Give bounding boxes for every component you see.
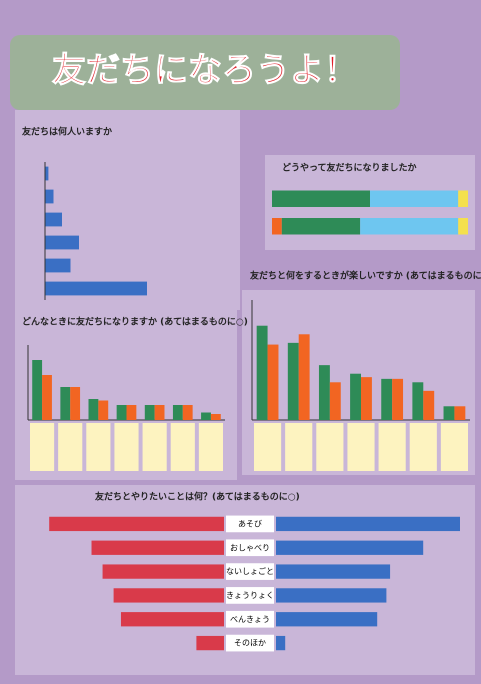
category-box: [226, 563, 274, 580]
category-label: あそび: [238, 519, 262, 528]
category-label: きょうりょく: [226, 591, 274, 600]
title-banner: [10, 35, 400, 110]
category-box: [254, 423, 282, 471]
bar: [276, 516, 460, 532]
bar: [60, 387, 71, 420]
category-box: [226, 587, 274, 604]
category-box: [440, 423, 468, 471]
category-box: [347, 423, 375, 471]
bar-segment: [458, 190, 468, 207]
bar: [196, 635, 224, 651]
category-box: [316, 423, 344, 471]
chart-title: どんなときに友だちになりますか (あてはまるものに○): [22, 316, 248, 328]
bar-segment: [272, 218, 282, 235]
category-box: [378, 423, 406, 471]
category-label: ないしょごと: [226, 566, 274, 576]
bar: [120, 612, 224, 627]
category-box: [58, 423, 83, 471]
bar: [88, 399, 99, 420]
category-box: [142, 423, 167, 471]
bar: [350, 373, 361, 420]
bar: [49, 516, 225, 532]
chart-title: 友だちは何人いますか: [22, 126, 112, 138]
bar: [45, 189, 54, 204]
bar: [210, 414, 221, 420]
category-box: [226, 634, 274, 652]
bar: [381, 378, 393, 420]
category-box: [409, 423, 437, 471]
category-label: おしゃべり: [230, 543, 270, 552]
bar: [276, 564, 391, 579]
bar: [329, 382, 341, 420]
bar: [267, 344, 279, 420]
bar: [154, 405, 165, 420]
bar: [276, 612, 378, 627]
bar: [276, 635, 286, 651]
bar: [298, 334, 310, 420]
bar: [70, 387, 81, 420]
bar: [454, 406, 466, 420]
bar: [361, 377, 372, 420]
bar: [45, 258, 71, 273]
bar: [32, 360, 43, 420]
bar: [45, 166, 49, 181]
category-box: [114, 423, 139, 471]
chart-title: どうやって友だちになりましたか: [282, 162, 417, 174]
bar-segment: [281, 218, 361, 235]
category-box: [198, 423, 223, 471]
bar: [318, 365, 330, 420]
bar: [443, 406, 455, 420]
category-box: [170, 423, 195, 471]
bar-segment: [272, 190, 370, 207]
bar: [201, 412, 211, 420]
bar: [113, 588, 224, 603]
bar: [102, 564, 224, 579]
chart-title: 友だちと何をするときが楽しいですか (あてはまるものに○): [250, 270, 481, 282]
panel: [15, 110, 240, 310]
bar: [256, 325, 268, 420]
poster-title: 友だちになろうよ！: [52, 51, 358, 91]
bar: [45, 281, 147, 296]
bar: [116, 405, 127, 420]
bar: [276, 588, 387, 603]
bar: [392, 378, 404, 420]
bar: [42, 375, 52, 420]
category-box: [226, 515, 274, 533]
bar: [91, 540, 225, 555]
bar-segment: [370, 190, 459, 207]
bar: [45, 235, 79, 250]
bar: [276, 540, 424, 555]
category-box: [86, 423, 111, 471]
category-box: [226, 539, 274, 557]
bar: [287, 342, 299, 420]
category-box: [30, 423, 55, 471]
category-box: [226, 610, 274, 628]
bar: [423, 390, 435, 420]
bar: [172, 405, 183, 420]
bar: [98, 400, 109, 420]
bar: [144, 405, 155, 420]
bar: [126, 405, 137, 420]
bar: [182, 405, 193, 420]
category-label: べんきょう: [230, 615, 270, 624]
bar: [412, 382, 424, 420]
bar-segment: [360, 218, 459, 235]
bar: [45, 212, 62, 227]
chart-title: 友だちとやりたいことは何？(あてはまるものに○): [95, 491, 300, 503]
category-label: そのほか: [234, 639, 266, 648]
bar-segment: [458, 218, 468, 235]
category-box: [285, 423, 313, 471]
